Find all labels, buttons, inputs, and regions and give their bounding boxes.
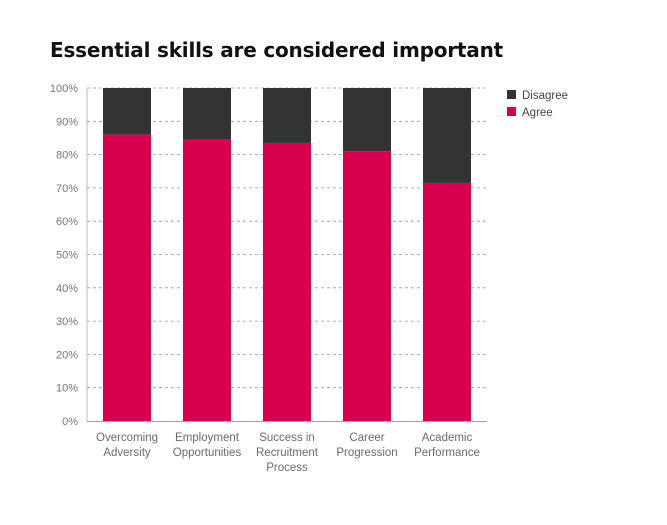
bar-agree bbox=[263, 142, 311, 421]
bar-disagree bbox=[423, 88, 471, 183]
x-category-label: Adversity bbox=[103, 447, 151, 459]
x-category-label: Performance bbox=[414, 447, 480, 459]
y-tick-label: 70% bbox=[56, 183, 78, 195]
y-tick-label: 100% bbox=[50, 83, 78, 95]
x-category-label: Opportunities bbox=[173, 447, 242, 459]
y-tick-label: 90% bbox=[56, 116, 78, 128]
bar-agree bbox=[423, 182, 471, 421]
y-tick-label: 30% bbox=[56, 316, 78, 328]
x-category-label: Progression bbox=[336, 447, 397, 459]
x-category-label: Process bbox=[266, 462, 308, 474]
y-tick-label: 0% bbox=[62, 416, 78, 428]
x-category-label: Recruitment bbox=[256, 447, 319, 459]
x-category-label: Career bbox=[349, 432, 384, 444]
bar-disagree bbox=[103, 88, 151, 135]
legend-label-agree: Agree bbox=[522, 107, 553, 119]
chart-title: Essential skills are considered importan… bbox=[50, 38, 503, 62]
y-tick-label: 20% bbox=[56, 349, 78, 361]
x-category-label: Academic bbox=[422, 432, 473, 444]
x-axis: Overcoming Adversity Employment Opportuniti… bbox=[87, 421, 487, 474]
legend: Disagree Agree bbox=[507, 90, 568, 119]
bar-disagree bbox=[343, 88, 391, 152]
y-tick-label: 50% bbox=[56, 250, 78, 262]
x-category-label: Employment bbox=[175, 432, 240, 444]
y-tick-label: 80% bbox=[56, 150, 78, 162]
bar-agree bbox=[343, 151, 391, 421]
bar-agree bbox=[103, 134, 151, 421]
bars bbox=[103, 88, 471, 422]
bar-agree bbox=[183, 139, 231, 422]
y-tick-label: 40% bbox=[56, 283, 78, 295]
legend-label-disagree: Disagree bbox=[522, 90, 568, 102]
legend-swatch-agree bbox=[507, 107, 516, 116]
bar-disagree bbox=[183, 88, 231, 140]
legend-swatch-disagree bbox=[507, 90, 516, 99]
y-tick-label: 10% bbox=[56, 383, 78, 395]
bar-disagree bbox=[263, 88, 311, 143]
x-category-label: Success in bbox=[259, 432, 315, 444]
y-tick-label: 60% bbox=[56, 216, 78, 228]
x-category-label: Overcoming bbox=[96, 432, 158, 444]
y-axis: 0% 10% 20% 30% 40% 50% 60% 70% 80% 90% 100% bbox=[50, 83, 88, 428]
